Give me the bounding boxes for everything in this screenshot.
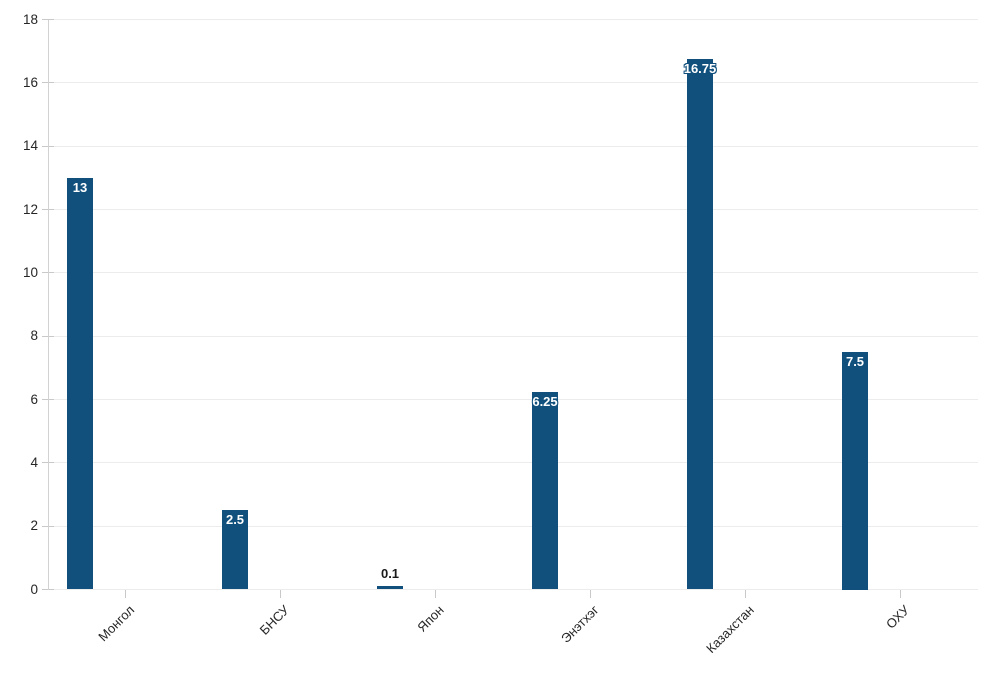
- y-gridline: [47, 272, 978, 274]
- y-gridline: [47, 525, 978, 527]
- bar: [687, 59, 713, 590]
- x-category-label: БНСУ: [256, 602, 292, 638]
- bar-value-label: 13: [72, 179, 88, 195]
- y-gridline: [47, 335, 978, 337]
- y-tick-label: 18: [22, 11, 38, 27]
- y-tick-label: 10: [22, 264, 38, 280]
- bar-value-label: 7.5: [845, 354, 865, 369]
- y-tick-label: 12: [22, 201, 38, 217]
- y-gridline: [47, 19, 978, 20]
- x-axis-tick: [899, 589, 901, 598]
- bar-value-label: 2.5: [225, 512, 245, 528]
- y-gridline: [47, 82, 978, 84]
- bar: [532, 391, 558, 590]
- y-gridline: [47, 462, 978, 464]
- x-axis-tick: [279, 589, 281, 598]
- y-axis-line: [47, 19, 49, 590]
- x-category-label: Япон: [414, 602, 447, 635]
- x-category-label: Монгол: [94, 602, 137, 645]
- bar: [67, 177, 93, 590]
- y-tick-label: 4: [30, 454, 38, 470]
- y-tick-label: 6: [30, 391, 38, 407]
- x-axis-tick: [744, 589, 746, 598]
- bar: [377, 586, 403, 590]
- y-gridline: [47, 399, 978, 400]
- bar-value-label: 0.1: [380, 566, 400, 582]
- bar: [842, 352, 868, 590]
- y-tick-label: 8: [30, 328, 38, 344]
- y-tick-label: 0: [30, 581, 38, 597]
- bar-value-label: 6.25: [532, 393, 558, 409]
- y-axis-tick: [41, 589, 54, 590]
- y-tick-label: 14: [22, 138, 38, 154]
- x-category-label: ОХУ: [882, 602, 912, 632]
- x-category-label: Казахстан: [703, 602, 757, 656]
- y-gridline: [47, 589, 978, 590]
- y-tick-label: 16: [22, 74, 38, 90]
- x-category-label: Энэтхэг: [558, 602, 602, 646]
- bar: [222, 510, 248, 590]
- x-axis-tick: [589, 589, 591, 598]
- x-axis-tick: [434, 589, 436, 598]
- x-axis-tick: [124, 589, 126, 598]
- bar-value-label: 16.75: [683, 61, 717, 77]
- y-gridline: [47, 145, 978, 147]
- y-gridline: [47, 209, 978, 210]
- y-tick-label: 2: [30, 518, 38, 534]
